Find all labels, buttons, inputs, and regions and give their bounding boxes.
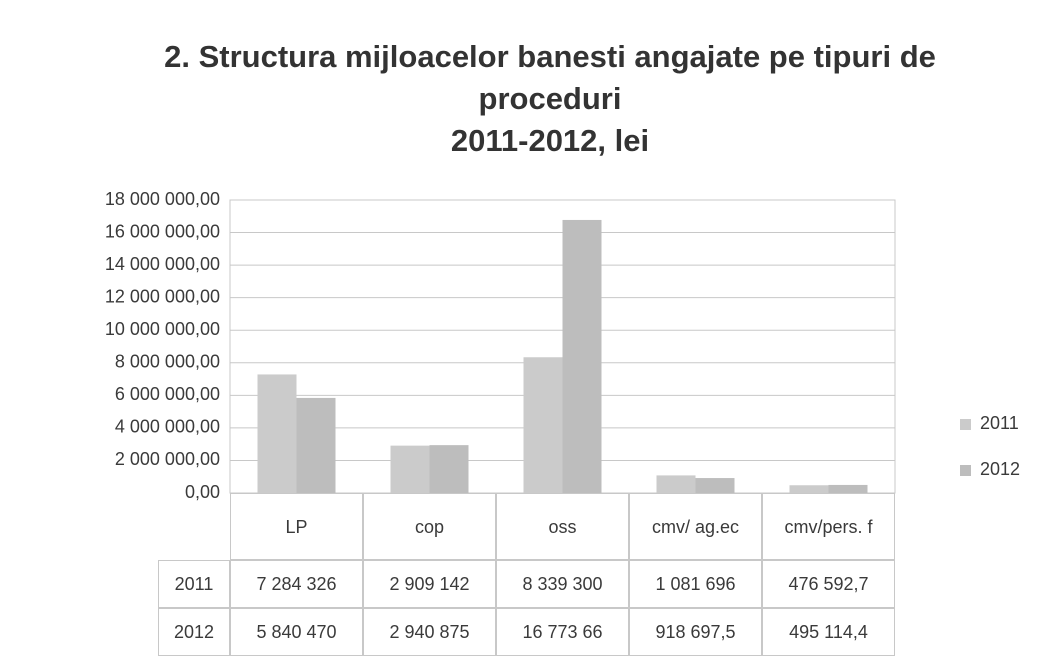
- table-value: 495 114,4: [762, 608, 895, 656]
- chart-title: 2. Structura mijloacelor banesti angajat…: [164, 39, 936, 116]
- bar: [695, 478, 735, 493]
- table-value: 7 284 326: [230, 560, 363, 608]
- category-label: cmv/pers. f: [762, 493, 895, 560]
- y-tick-label: 16 000 000,00: [105, 221, 220, 241]
- table-value: 476 592,7: [762, 560, 895, 608]
- y-tick-label: 18 000 000,00: [105, 189, 220, 209]
- bar: [257, 374, 297, 493]
- table-value: 918 697,5: [629, 608, 762, 656]
- y-tick-label: 10 000 000,00: [105, 319, 220, 339]
- category-label: cmv/ ag.ec: [629, 493, 762, 560]
- y-tick-label: 12 000 000,00: [105, 286, 220, 306]
- table-value: 1 081 696: [629, 560, 762, 608]
- legend-label: 2012: [980, 459, 1020, 479]
- chart-subtitle: 2011-2012, lei: [450, 123, 650, 158]
- legend-swatch: [960, 465, 971, 476]
- category-label: oss: [496, 493, 629, 560]
- legend-swatch: [960, 419, 971, 430]
- table-value: 2 909 142: [363, 560, 496, 608]
- y-tick-label: 8 000 000,00: [115, 352, 220, 372]
- bar: [390, 445, 430, 493]
- y-tick-label: 0,00: [185, 482, 220, 502]
- bar: [656, 475, 696, 493]
- category-label: LP: [230, 493, 363, 560]
- table-value: 16 773 66: [496, 608, 629, 656]
- category-label: cop: [363, 493, 496, 560]
- y-tick-label: 4 000 000,00: [115, 417, 220, 437]
- table-row-header: 2011: [158, 560, 230, 608]
- bar: [429, 445, 469, 493]
- bar: [562, 219, 602, 493]
- table-value: 5 840 470: [230, 608, 363, 656]
- title-block: 2. Structura mijloacelor banesti angajat…: [100, 36, 1000, 162]
- table-value: 2 940 875: [363, 608, 496, 656]
- bar: [523, 357, 563, 493]
- y-tick-label: 14 000 000,00: [105, 254, 220, 274]
- bar: [296, 397, 336, 493]
- bar: [789, 485, 829, 493]
- y-tick-label: 2 000 000,00: [115, 449, 220, 469]
- y-tick-label: 6 000 000,00: [115, 384, 220, 404]
- bar: [828, 484, 868, 493]
- table-value: 8 339 300: [496, 560, 629, 608]
- table-row-header: 2012: [158, 608, 230, 656]
- legend-label: 2011: [980, 413, 1019, 433]
